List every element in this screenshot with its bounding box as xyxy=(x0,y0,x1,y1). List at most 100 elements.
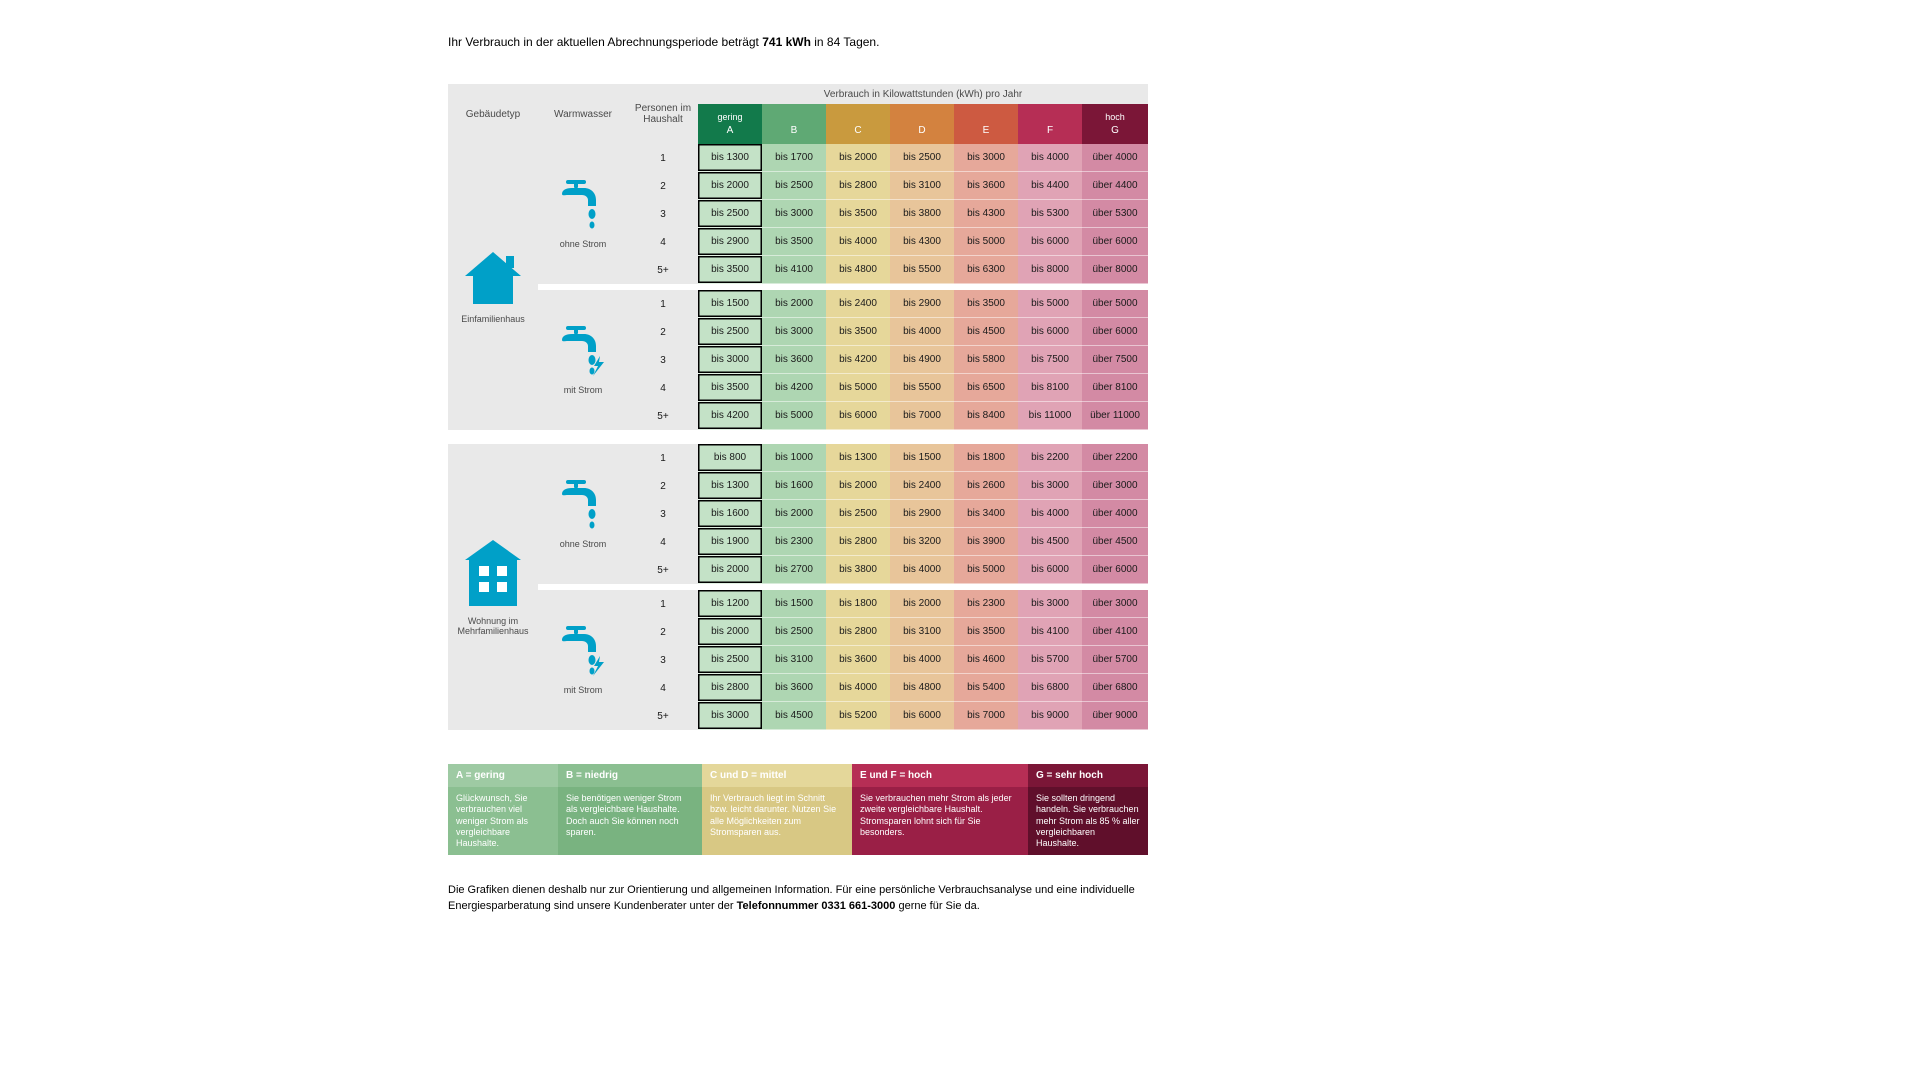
value-cell: über 8000 xyxy=(1082,256,1148,284)
value-cell: bis 5200 xyxy=(826,702,890,730)
value-cell: bis 4600 xyxy=(954,646,1018,674)
persons-cell: 3 xyxy=(628,346,698,374)
value-cell: über 4400 xyxy=(1082,172,1148,200)
value-cell: über 3000 xyxy=(1082,472,1148,500)
legend: A = geringB = niedrigC und D = mittelE u… xyxy=(448,764,1148,855)
building-mfh: Wohnung im Mehrfamilienhaus xyxy=(448,444,538,730)
value-cell: bis 6000 xyxy=(1018,318,1082,346)
value-cell: bis 4000 xyxy=(826,674,890,702)
legend-head-4: G = sehr hoch xyxy=(1028,764,1148,787)
persons-cell: 5+ xyxy=(628,256,698,284)
persons-cell: 2 xyxy=(628,318,698,346)
value-cell: bis 3200 xyxy=(890,528,954,556)
intro-value: 741 kWh xyxy=(762,35,811,49)
value-cell: bis 4300 xyxy=(890,228,954,256)
value-cell: über 6800 xyxy=(1082,674,1148,702)
ww-ohne: ohne Strom xyxy=(538,144,628,284)
value-cell: bis 4300 xyxy=(954,200,1018,228)
value-cell: bis 6500 xyxy=(954,374,1018,402)
value-cell: bis 2800 xyxy=(698,674,762,702)
value-cell: bis 4800 xyxy=(826,256,890,284)
value-cell: über 8100 xyxy=(1082,374,1148,402)
footer-phone: Telefonnummer 0331 661-3000 xyxy=(737,900,896,912)
value-cell: bis 1200 xyxy=(698,590,762,618)
value-cell: bis 4500 xyxy=(1018,528,1082,556)
persons-cell: 3 xyxy=(628,500,698,528)
ww-label: mit Strom xyxy=(564,385,603,395)
value-cell: bis 6000 xyxy=(1018,556,1082,584)
value-cell: bis 5500 xyxy=(890,256,954,284)
ww-ohne: ohne Strom xyxy=(538,444,628,584)
value-cell: bis 3000 xyxy=(762,200,826,228)
value-cell: bis 4800 xyxy=(890,674,954,702)
value-cell: bis 5000 xyxy=(762,402,826,430)
footer-text: Die Grafiken dienen deshalb nur zur Orie… xyxy=(448,883,1148,914)
faucet-icon xyxy=(558,180,608,235)
value-cell: bis 3500 xyxy=(826,318,890,346)
consumption-table: GebäudetypWarmwasserPersonen im Haushalt… xyxy=(448,84,1148,730)
value-cell: bis 6300 xyxy=(954,256,1018,284)
persons-cell: 4 xyxy=(628,528,698,556)
ww-label: ohne Strom xyxy=(560,239,607,249)
value-cell: bis 3500 xyxy=(698,256,762,284)
value-cell: über 4100 xyxy=(1082,618,1148,646)
rating-header-D: D xyxy=(890,104,954,144)
intro-suffix: Tagen. xyxy=(840,35,879,49)
header-warmwasser: Warmwasser xyxy=(538,84,628,144)
value-cell: bis 2400 xyxy=(890,472,954,500)
persons-cell: 1 xyxy=(628,290,698,318)
value-cell: bis 4100 xyxy=(762,256,826,284)
persons-cell: 2 xyxy=(628,618,698,646)
intro-prefix: Ihr Verbrauch in der aktuellen Abrechnun… xyxy=(448,35,762,49)
section-gap xyxy=(448,430,1148,444)
value-cell: bis 8100 xyxy=(1018,374,1082,402)
value-cell: bis 3500 xyxy=(954,290,1018,318)
value-cell: bis 2500 xyxy=(698,200,762,228)
header-building: Gebäudetyp xyxy=(448,84,538,144)
value-cell: bis 6000 xyxy=(1018,228,1082,256)
house-icon xyxy=(461,538,525,610)
value-cell: bis 3500 xyxy=(954,618,1018,646)
value-cell: über 6000 xyxy=(1082,318,1148,346)
value-cell: bis 4900 xyxy=(890,346,954,374)
intro-text: Ihr Verbrauch in der aktuellen Abrechnun… xyxy=(448,35,1148,49)
value-cell: bis 5000 xyxy=(954,556,1018,584)
value-cell: über 5300 xyxy=(1082,200,1148,228)
value-cell: bis 2400 xyxy=(826,290,890,318)
value-cell: bis 2700 xyxy=(762,556,826,584)
value-cell: bis 4200 xyxy=(698,402,762,430)
value-cell: bis 2800 xyxy=(826,528,890,556)
persons-cell: 5+ xyxy=(628,402,698,430)
value-cell: bis 3000 xyxy=(762,318,826,346)
value-cell: bis 1600 xyxy=(698,500,762,528)
value-cell: bis 6000 xyxy=(890,702,954,730)
value-cell: bis 5000 xyxy=(826,374,890,402)
value-cell: bis 1300 xyxy=(698,144,762,172)
value-cell: bis 1500 xyxy=(698,290,762,318)
footer-t2: gerne für Sie da. xyxy=(895,900,979,912)
intro-mid: in xyxy=(811,35,827,49)
value-cell: bis 11000 xyxy=(1018,402,1082,430)
building-label: Einfamilienhaus xyxy=(461,314,525,324)
building-label: Wohnung im Mehrfamilienhaus xyxy=(448,616,538,636)
value-cell: bis 3900 xyxy=(954,528,1018,556)
value-cell: bis 4000 xyxy=(890,646,954,674)
legend-text-0: Glückwunsch, Sie verbrauchen viel wenige… xyxy=(448,787,558,855)
value-cell: bis 2500 xyxy=(762,618,826,646)
value-cell: über 4000 xyxy=(1082,500,1148,528)
value-cell: bis 3000 xyxy=(698,702,762,730)
persons-cell: 2 xyxy=(628,472,698,500)
value-cell: bis 1000 xyxy=(762,444,826,472)
legend-text-4: Sie sollten dringend handeln. Sie verbra… xyxy=(1028,787,1148,855)
value-cell: bis 3000 xyxy=(1018,590,1082,618)
persons-cell: 4 xyxy=(628,674,698,702)
value-cell: bis 1700 xyxy=(762,144,826,172)
value-cell: bis 2000 xyxy=(890,590,954,618)
value-cell: bis 8000 xyxy=(1018,256,1082,284)
value-cell: über 3000 xyxy=(1082,590,1148,618)
ww-label: mit Strom xyxy=(564,685,603,695)
value-cell: bis 4500 xyxy=(762,702,826,730)
rating-header-G: hochG xyxy=(1082,104,1148,144)
value-cell: bis 4200 xyxy=(826,346,890,374)
faucet-icon xyxy=(558,626,608,681)
